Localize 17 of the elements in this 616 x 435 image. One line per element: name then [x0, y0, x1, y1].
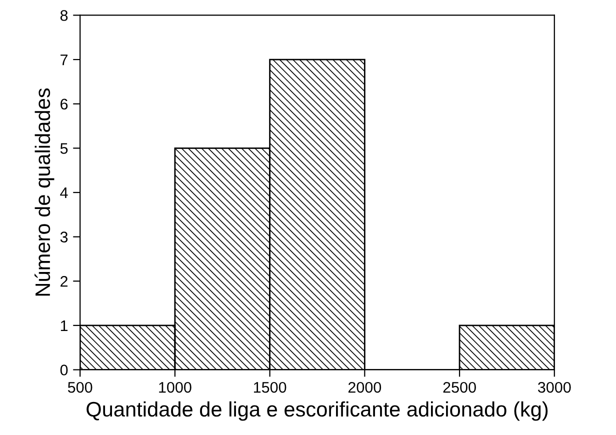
x-tick-label: 3000	[538, 382, 571, 393]
x-tick-label: 1500	[254, 382, 286, 393]
y-tick-label: 8	[60, 10, 68, 21]
y-tick-label: 4	[60, 188, 68, 198]
y-tick-label: 3	[60, 232, 68, 242]
y-tick-label: 7	[60, 54, 68, 66]
x-tick-label: 2500	[443, 382, 476, 393]
y-tick-label: 5	[60, 143, 68, 154]
y-axis-title: Número de qualidades	[34, 88, 54, 296]
y-tick-label: 6	[60, 98, 68, 110]
x-axis-title: Quantidade de liga e escorificante adicionado (kg)	[86, 401, 548, 421]
y-tick-label: 1	[60, 320, 68, 331]
x-tick-label: 1000	[159, 382, 192, 393]
x-tick-label: 500	[68, 382, 92, 393]
y-tick-label: 2	[60, 276, 68, 287]
y-tick-label: 0	[60, 364, 68, 376]
x-tick-label: 2000	[348, 382, 382, 393]
